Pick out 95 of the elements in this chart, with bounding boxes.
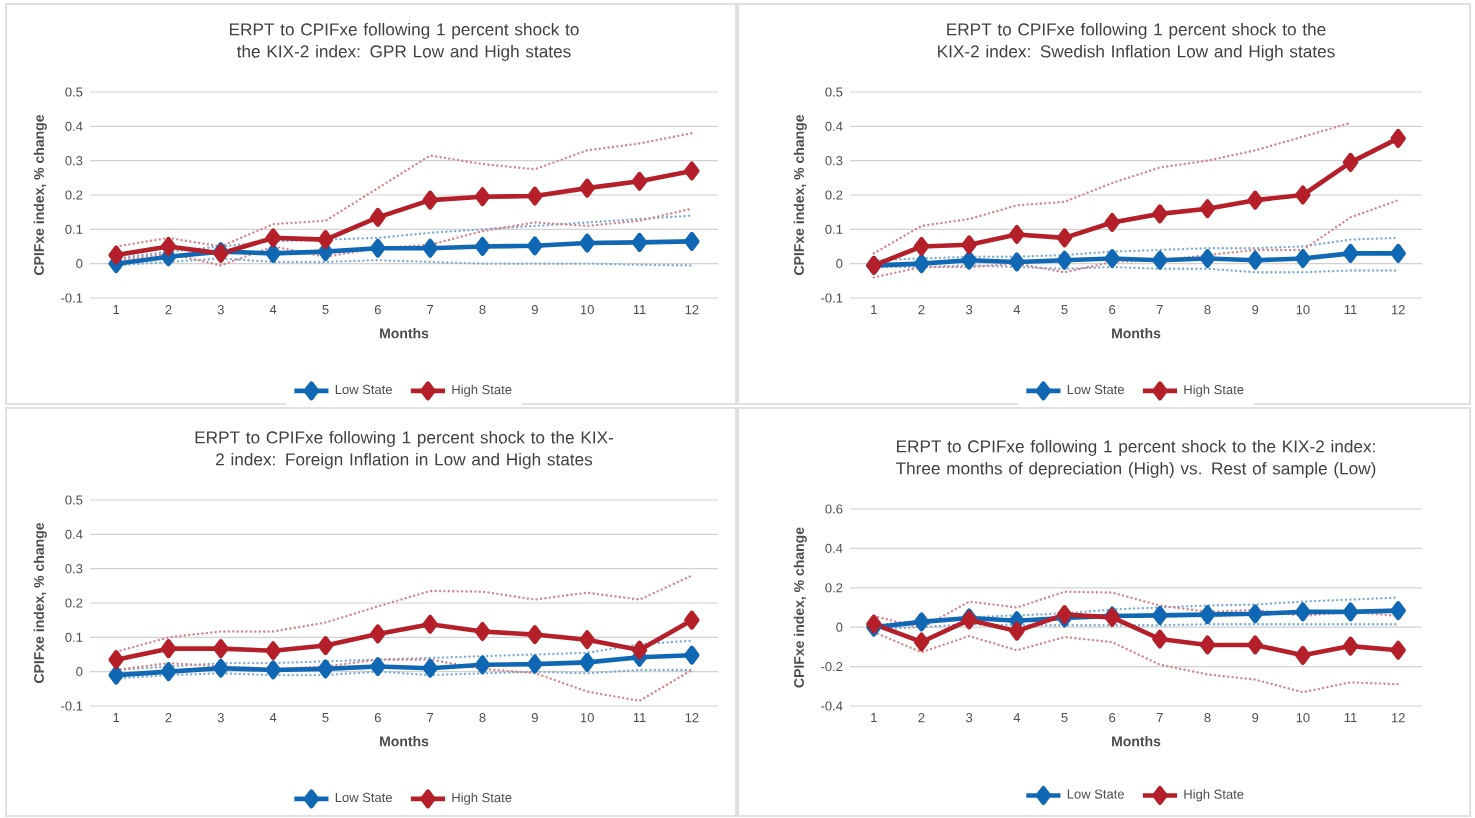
x-tick-label: 3 [966,305,973,315]
x-tick-label: 2 [165,713,172,723]
x-tick-label: 3 [217,305,224,315]
y-tick-label: 0.5 [65,87,83,97]
y-tick-label: 0 [76,259,83,269]
x-tick-label: 6 [1109,713,1116,723]
y-tick-label: 0.2 [825,190,843,200]
x-tick-label: 6 [1109,305,1116,315]
chart-title: ERPT to CPIFxe following 1 percent shock to the KIX-2 index: Three months of depreciation (High) vs. Rest of sample (Low) [895,439,1376,478]
x-tick-label: 7 [1156,713,1163,723]
y-tick-label: 0.1 [65,632,83,642]
x-tick-label: 2 [165,305,172,315]
x-tick-label: 10 [580,713,594,723]
x-tick-label: 2 [918,305,925,315]
x-tick-label: 1 [871,713,877,723]
x-tick-label: 4 [1013,713,1021,723]
y-tick-label: -0.1 [821,293,843,303]
x-tick-label: 9 [1252,305,1259,315]
y-tick-label: 0.6 [825,504,843,514]
x-tick-label: 7 [427,713,434,723]
x-tick-label: 9 [531,713,538,723]
x-tick-label: 12 [685,713,699,723]
x-tick-label: 1 [113,305,120,314]
x-tick-label: 7 [427,305,434,314]
x-tick-label: 8 [479,713,486,723]
y-tick-label: 0.2 [825,583,843,593]
x-tick-label: 8 [1204,713,1211,723]
legend-label: Low State [335,384,392,395]
x-tick-label: 11 [633,713,646,723]
x-tick-label: 12 [1391,713,1405,723]
x-tick-label: 6 [374,713,381,723]
x-tick-label: 4 [1013,305,1021,314]
x-axis-title: Months [380,736,429,747]
x-tick-label: 6 [374,305,381,315]
y-tick-label: 0.3 [65,564,83,574]
x-tick-label: 9 [1252,713,1259,723]
y-axis-title: CPIFxe index, % change [793,527,807,688]
y-tick-label: -0.1 [61,293,83,303]
y-axis-title: CPIFxe index, % change [793,114,807,275]
x-tick-label: 12 [685,305,699,315]
y-tick-label: 0.2 [65,598,83,608]
chart-title: ERPT to CPIFxe following 1 percent shock to the KIX-2 index: Foreign Inflation in Low and High states [195,430,614,469]
y-tick-label: 0.1 [825,224,843,234]
y-tick-label: 0 [836,259,843,269]
x-tick-label: 7 [1156,305,1163,314]
legend-label: High State [452,384,512,397]
x-tick-label: 9 [531,305,538,315]
x-tick-label: 5 [322,305,329,315]
x-tick-label: 8 [1204,305,1211,315]
x-axis-title: Months [1112,736,1161,747]
y-tick-label: 0.5 [825,87,843,97]
y-tick-label: 0.4 [825,543,843,553]
chart-title: ERPT to CPIFxe following 1 percent shock to the KIX-2 index: GPR Low and High states [230,22,579,61]
x-tick-label: 10 [580,305,594,315]
y-tick-label: 0 [76,667,83,677]
x-tick-label: 3 [217,713,224,723]
y-tick-label: -0.1 [61,701,83,711]
legend-label: High State [452,792,512,805]
x-tick-label: 1 [113,713,120,723]
legend-label: High State [1184,384,1244,397]
y-tick-label: 0.4 [825,121,843,131]
x-tick-label: 10 [1296,305,1310,315]
legend-label: High State [1184,789,1244,802]
y-tick-label: -0.4 [821,701,843,711]
x-tick-label: 2 [918,713,925,723]
x-axis-title: Months [380,328,429,339]
x-tick-label: 11 [1344,305,1357,314]
y-tick-label: 0.5 [65,495,83,505]
x-tick-label: 8 [479,305,486,315]
chart-title: ERPT to CPIFxe following 1 percent shock to the KIX-2 index: Swedish Inflation Low and High states [938,22,1335,61]
x-tick-label: 3 [966,713,973,723]
y-tick-label: -0.2 [821,662,843,672]
x-tick-label: 11 [633,305,646,314]
y-tick-label: 0.3 [65,156,83,166]
x-tick-label: 5 [322,713,329,723]
y-axis-title: CPIFxe index, % change [33,114,47,275]
y-tick-label: 0.1 [65,224,83,234]
x-tick-label: 4 [269,713,277,723]
y-axis-title: CPIFxe index, % change [33,522,47,683]
x-tick-label: 5 [1061,305,1068,315]
legend-label: Low State [1067,384,1124,395]
x-tick-label: 5 [1061,713,1068,723]
legend-label: Low State [335,792,392,803]
x-tick-label: 10 [1296,713,1310,723]
y-tick-label: 0.2 [65,190,83,200]
legend-label: Low State [1067,789,1124,799]
x-tick-label: 12 [1391,305,1405,315]
x-tick-label: 4 [269,305,277,314]
x-tick-label: 11 [1344,713,1357,723]
y-tick-label: 0.3 [825,156,843,166]
y-tick-label: 0.4 [65,529,83,539]
x-axis-title: Months [1112,328,1161,339]
y-tick-label: 0.4 [65,121,83,131]
y-tick-label: 0 [836,622,843,632]
x-tick-label: 1 [871,305,877,314]
